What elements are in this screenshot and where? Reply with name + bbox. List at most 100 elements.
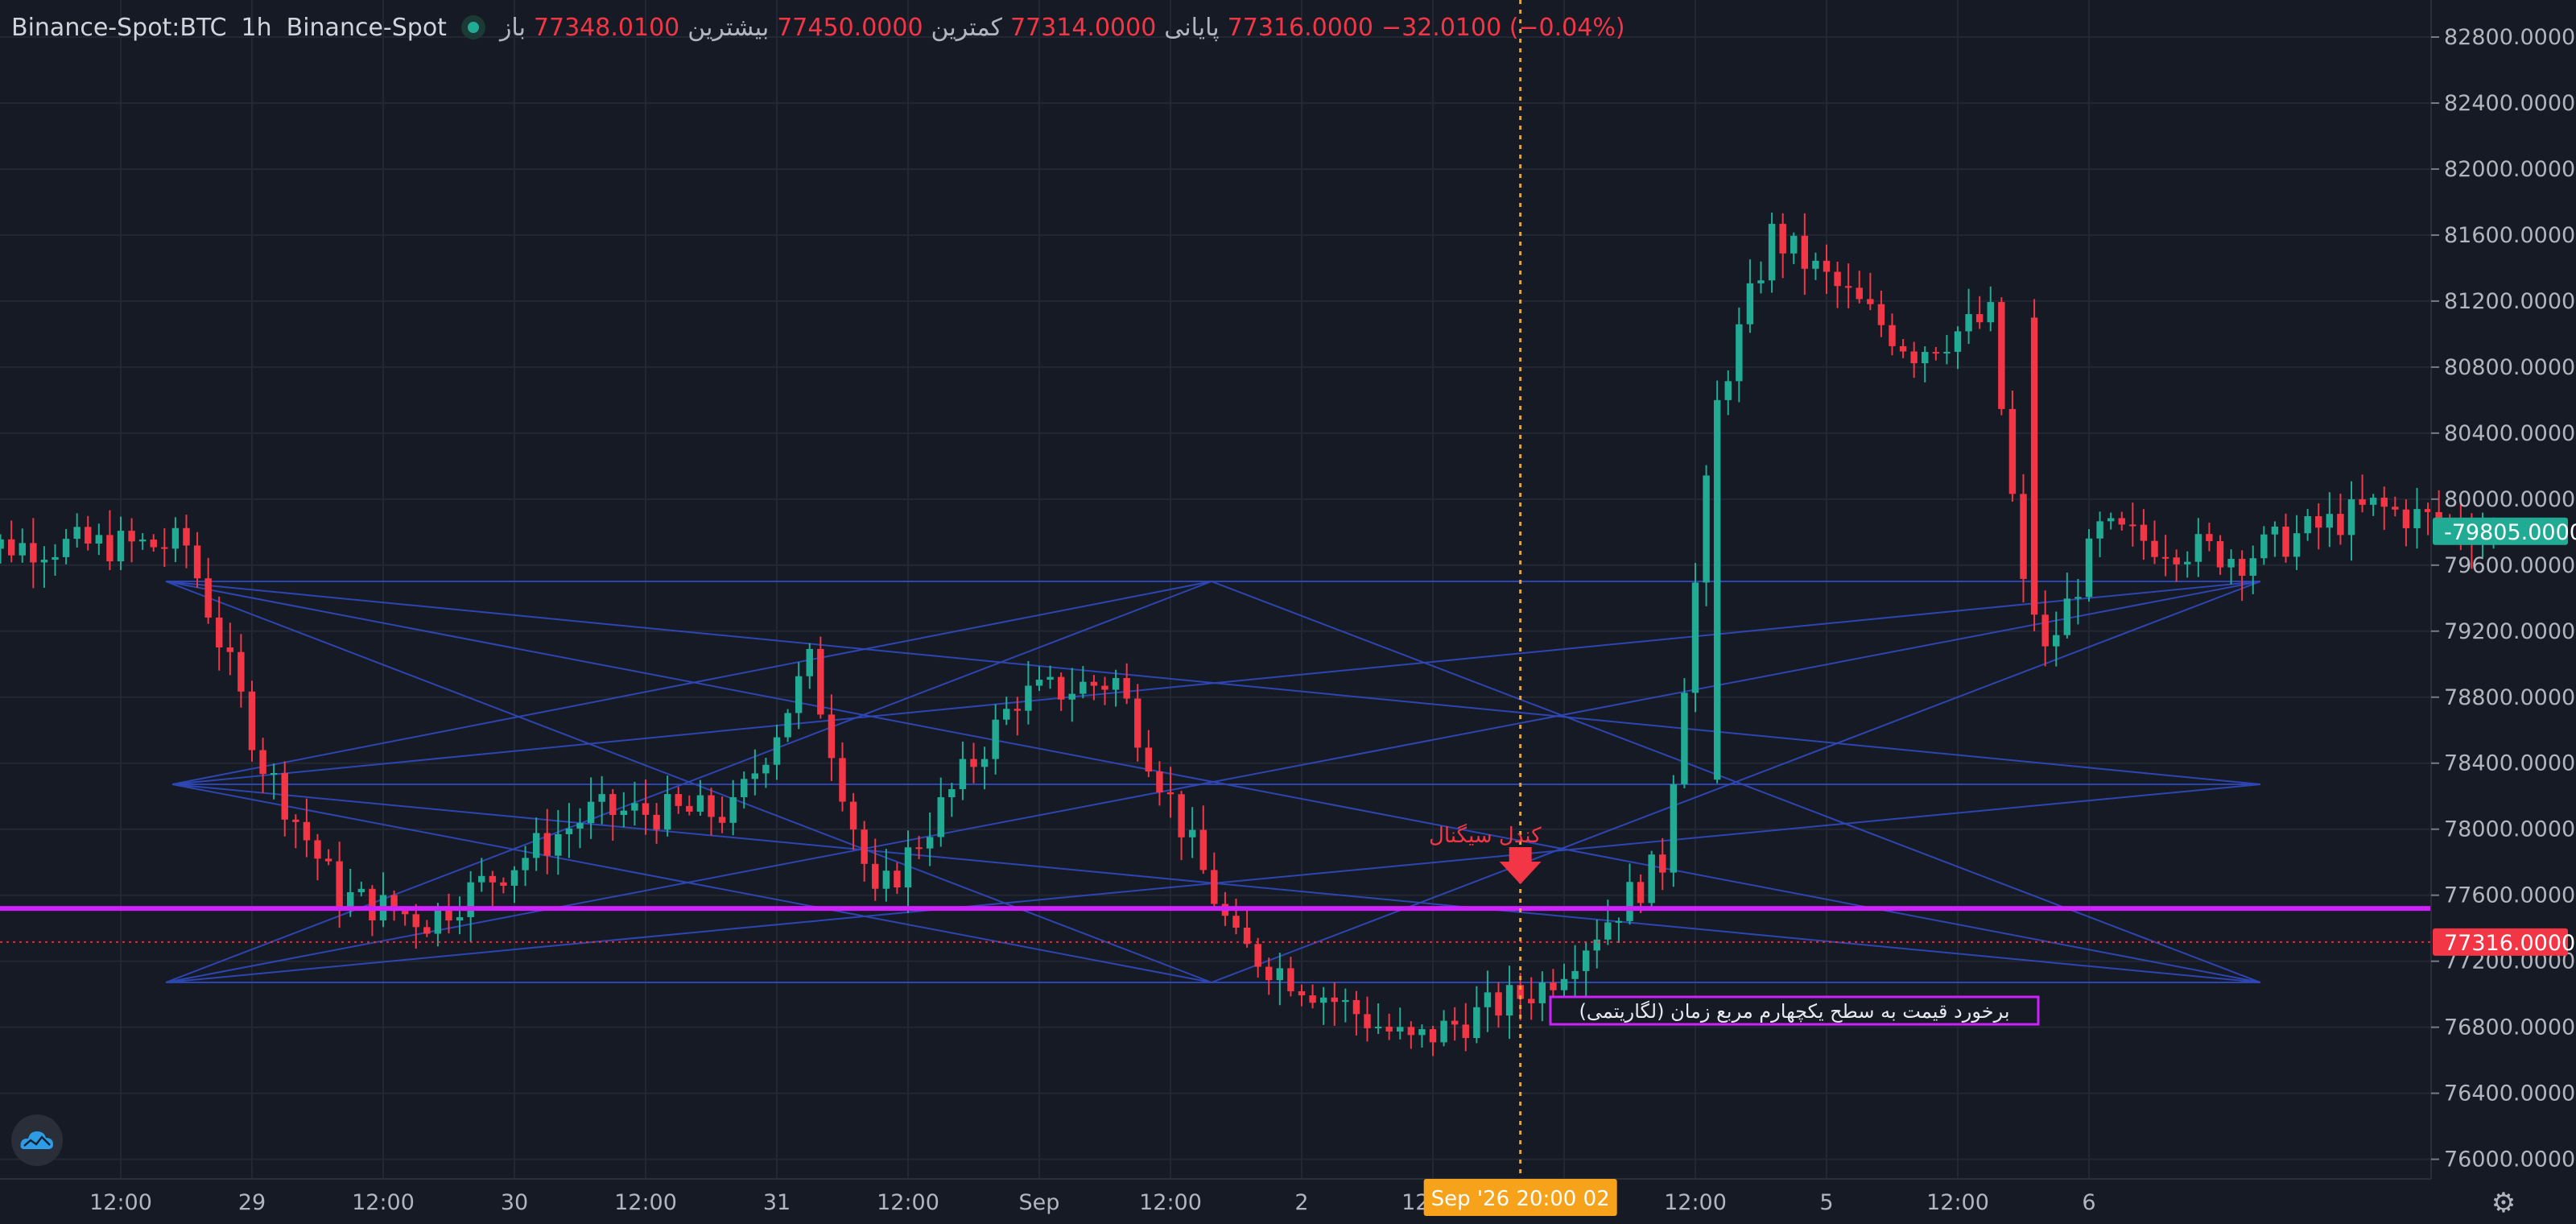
price-tick-label: 78800.0000 (2444, 685, 2575, 710)
legend-interval[interactable]: 1h (241, 13, 272, 42)
candle-body (2282, 526, 2289, 557)
candle-body (390, 895, 398, 912)
candle-body (7, 539, 15, 556)
candle-body (1429, 1029, 1437, 1043)
candle-body (1156, 771, 1163, 792)
price-tick-label: 80000.0000 (2444, 487, 2575, 512)
candle-body (1823, 260, 1831, 272)
candle-body (1637, 882, 1645, 904)
price-tick-label: 77600.0000 (2444, 883, 2575, 908)
candle-body (106, 535, 114, 562)
candle-body (872, 863, 879, 889)
candle-body (762, 764, 770, 774)
time-tick-label: 5 (1819, 1190, 1833, 1215)
candle-body (1724, 381, 1732, 400)
candle-body (1451, 1020, 1459, 1025)
time-axis[interactable]: 12:00 29 12:00 30 12:00 31 12:00 Sep 12:00 2 12:00… (0, 1178, 2431, 1216)
candle-body (303, 821, 311, 841)
candle-body (2435, 511, 2442, 522)
fan-line (1211, 581, 2261, 983)
last-price-label: 77316.0000 (2444, 931, 2575, 956)
candle-body (2227, 559, 2235, 568)
candle-body (1812, 260, 1819, 269)
candle-body (1243, 928, 1251, 945)
candle-body (795, 676, 803, 713)
price-tick-label: 76400.0000 (2444, 1081, 2575, 1106)
legend-symbol[interactable]: Binance-Spot:BTC (11, 13, 227, 42)
candle-body (1265, 966, 1273, 981)
candle-body (1068, 693, 1075, 700)
candle-body (1746, 283, 1754, 325)
candle-body (609, 794, 617, 816)
candle-body (576, 823, 584, 829)
candle-body (1560, 978, 1568, 990)
candle-body (1910, 351, 1918, 364)
price-tick-label: 82400.0000 (2444, 91, 2575, 116)
candle-body (1495, 992, 1502, 1016)
legend-exchange[interactable]: Binance-Spot (286, 13, 447, 42)
candle-body (2347, 499, 2355, 536)
overlay: کندل سیگنال برخورد قیمت به سطح یکچهارم مر… (0, 0, 2431, 1179)
candle-body (1899, 345, 1907, 352)
time-tick-label: 12:00 (614, 1190, 677, 1215)
annotation-label: برخورد قیمت به سطح یکچهارم مربع زمان (لگ… (1579, 1000, 2009, 1023)
candle-body (1691, 582, 1699, 693)
candle-body (2008, 408, 2017, 494)
candle-body (729, 797, 737, 823)
time-tick-label: 29 (238, 1190, 266, 1215)
candle-body (510, 870, 518, 886)
legend-change: −32.0100 (−0.04%) (1381, 13, 1625, 42)
price-tick-label: 78000.0000 (2444, 817, 2575, 842)
crosshair-time-badge (1423, 1179, 1617, 1216)
settings-gear-icon[interactable]: ⚙ (2491, 1187, 2516, 1219)
legend-close: 77316.0000 (1227, 13, 1373, 42)
candle-body (1112, 677, 1120, 690)
candle-body (62, 539, 70, 557)
last-price-badge (2433, 928, 2568, 956)
candle-body (1975, 314, 1984, 323)
signal-arrow-icon (1499, 847, 1542, 884)
candle-body (773, 737, 781, 765)
app-logo[interactable] (11, 1114, 63, 1166)
candle-body (1254, 944, 1261, 967)
candle-body (2424, 509, 2432, 512)
candle-body (1801, 235, 1809, 269)
candle-body (937, 797, 944, 837)
candle-body (1954, 331, 1962, 352)
candle-body (1025, 685, 1032, 711)
candle-body (73, 527, 80, 540)
cloud-logo-icon (20, 1131, 53, 1149)
legend-open: 77348.0100 (533, 13, 680, 42)
candle-body (2402, 509, 2410, 528)
market-status-icon[interactable] (460, 15, 485, 39)
candle-body (1571, 970, 1579, 979)
candle-body (150, 540, 157, 548)
time-tick-label: 12:00 (352, 1190, 415, 1215)
candle-body (369, 888, 376, 920)
price-axis[interactable]: 82800.0000 82400.0000 82000.0000 81600.0000… (2430, 0, 2576, 1179)
candle-body (1681, 693, 1688, 784)
candle-body (248, 691, 256, 751)
candle-body (117, 531, 125, 562)
candle-body (1856, 287, 1863, 300)
candle-body (401, 911, 409, 915)
candle-body (2304, 515, 2311, 534)
candle-body (2380, 498, 2388, 507)
candle-body (1232, 916, 1240, 928)
time-tick-label: 2 (1294, 1190, 1308, 1215)
candle-body (52, 556, 59, 560)
candle-body (2151, 540, 2158, 557)
candle-body (904, 847, 912, 888)
candle-body (992, 719, 999, 759)
candle-body (1145, 747, 1153, 772)
candle-body (1090, 681, 1098, 686)
candle-body (347, 891, 354, 908)
candle-body (85, 527, 92, 544)
candle-body (532, 833, 540, 858)
candle-body (1834, 271, 1841, 287)
candle-body (2238, 559, 2246, 576)
candle-body (2161, 556, 2169, 559)
candle-body (2293, 533, 2301, 557)
candle-body (642, 803, 650, 815)
